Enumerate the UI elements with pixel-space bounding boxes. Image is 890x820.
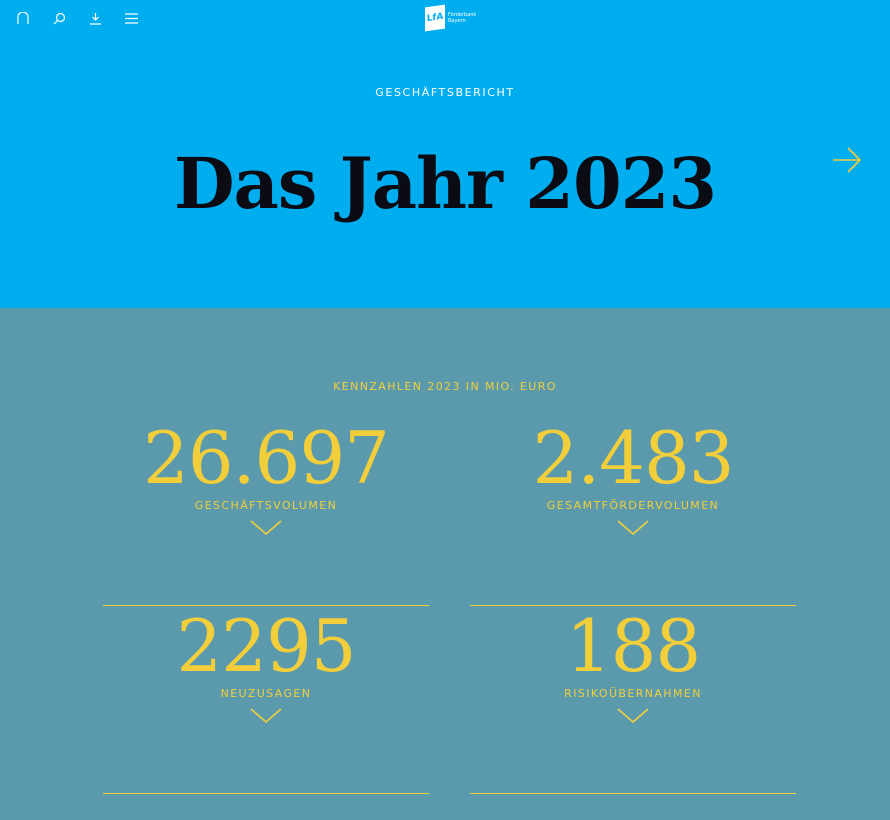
menu-icon[interactable]: [122, 10, 140, 26]
chevron-down-icon[interactable]: [250, 708, 282, 724]
logo[interactable]: LfA Förderbank Bayern: [425, 4, 477, 32]
top-nav: [14, 10, 140, 26]
logo-mark: LfA: [425, 4, 445, 32]
hero-kicker: GESCHÄFTSBERICHT: [375, 86, 515, 99]
figure-card[interactable]: 2295 NEUZUSAGEN: [103, 606, 429, 794]
figure-value: 188: [565, 604, 701, 688]
search-icon[interactable]: [50, 10, 68, 26]
chevron-down-icon[interactable]: [617, 520, 649, 536]
figures-heading: KENNZAHLEN 2023 IN MIO. EURO: [333, 380, 557, 393]
figure-label: RISIKOÜBERNAHMEN: [564, 687, 702, 700]
figure-value: 2.483: [532, 416, 734, 500]
logo-line1: Förderbank: [448, 12, 477, 18]
hero: LfA Förderbank Bayern GESCHÄFTSBERICHT Da…: [0, 0, 890, 308]
figure-value: 26.697: [143, 416, 390, 500]
figure-label: NEUZUSAGEN: [220, 687, 312, 700]
figures-grid: 26.697 GESCHÄFTSVOLUMEN 2.483 GESAMTFÖRDER…: [103, 418, 796, 794]
figure-value: 2295: [176, 604, 356, 688]
figure-card[interactable]: 2.483 GESAMTFÖRDERVOLUMEN: [470, 418, 796, 606]
download-icon[interactable]: [86, 10, 104, 26]
chevron-down-icon[interactable]: [617, 708, 649, 724]
chevron-down-icon[interactable]: [250, 520, 282, 536]
figure-label: GESCHÄFTSVOLUMEN: [194, 499, 338, 512]
home-icon[interactable]: [14, 10, 32, 26]
figure-card[interactable]: 188 RISIKOÜBERNAHMEN: [470, 606, 796, 794]
arrow-right-icon[interactable]: [832, 146, 862, 178]
figure-label: GESAMTFÖRDERVOLUMEN: [546, 499, 720, 512]
figure-card[interactable]: 26.697 GESCHÄFTSVOLUMEN: [103, 418, 429, 606]
logo-line2: Bayern: [448, 18, 466, 24]
page-title: Das Jahr 2023: [173, 142, 717, 225]
